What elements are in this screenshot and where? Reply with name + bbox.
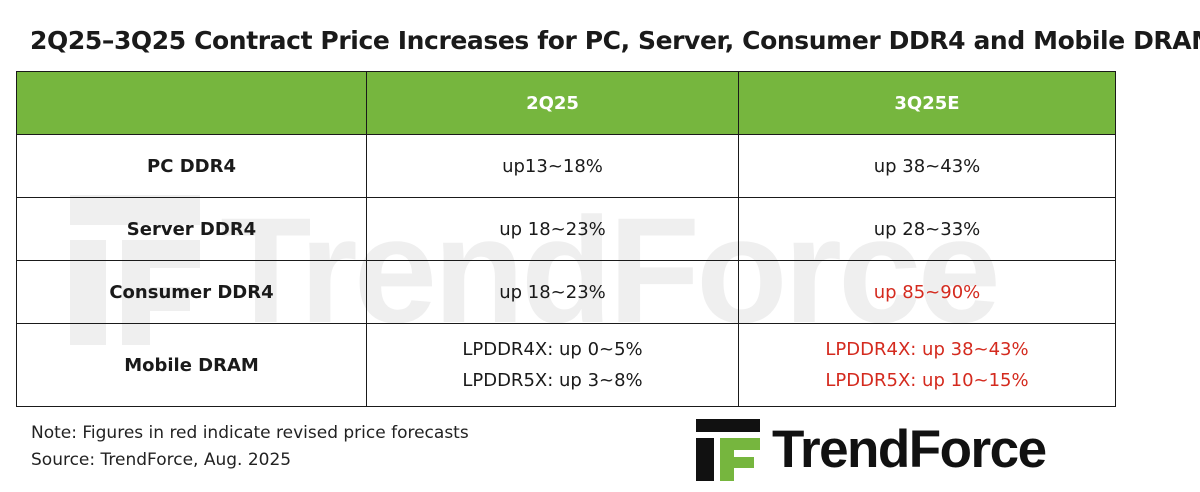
cell-2q25: LPDDR4X: up 0~5% LPDDR5X: up 3~8% [366, 323, 739, 407]
row-label: Mobile DRAM [16, 323, 367, 407]
table-row: Mobile DRAM LPDDR4X: up 0~5% LPDDR5X: up… [16, 323, 1116, 407]
footnotes: Note: Figures in red indicate revised pr… [31, 420, 469, 474]
cell-2q25: up 18~23% [366, 197, 739, 261]
cell-line: LPDDR5X: up 10~15% [825, 370, 1029, 391]
header-2q25: 2Q25 [366, 71, 739, 135]
cell-line: LPDDR5X: up 3~8% [462, 370, 643, 391]
cell-line: LPDDR4X: up 0~5% [462, 339, 643, 360]
cell-line: LPDDR4X: up 38~43% [825, 339, 1029, 360]
cell-2q25: up13~18% [366, 134, 739, 198]
cell-2q25: up 18~23% [366, 260, 739, 324]
trendforce-logo: TrendForce [696, 419, 1126, 485]
header-empty-cell [16, 71, 367, 135]
cell-3q25e-revised: LPDDR4X: up 38~43% LPDDR5X: up 10~15% [738, 323, 1116, 407]
table-row: Consumer DDR4 up 18~23% up 85~90% [16, 260, 1116, 324]
table-row: Server DDR4 up 18~23% up 28~33% [16, 197, 1116, 261]
header-3q25e: 3Q25E [738, 71, 1116, 135]
row-label: Server DDR4 [16, 197, 367, 261]
table-row: PC DDR4 up13~18% up 38~43% [16, 134, 1116, 198]
row-label: Consumer DDR4 [16, 260, 367, 324]
cell-3q25e: up 38~43% [738, 134, 1116, 198]
logo-text: TrendForce [772, 420, 1047, 479]
cell-3q25e-revised: up 85~90% [738, 260, 1116, 324]
note-text: Note: Figures in red indicate revised pr… [31, 423, 469, 443]
price-table: 2Q25 3Q25E PC DDR4 up13~18% up 38~43% Se… [16, 71, 1116, 407]
trendforce-logo-icon [696, 419, 760, 481]
source-text: Source: TrendForce, Aug. 2025 [31, 450, 292, 470]
row-label: PC DDR4 [16, 134, 367, 198]
page-title: 2Q25–3Q25 Contract Price Increases for P… [30, 26, 1200, 55]
cell-3q25e: up 28~33% [738, 197, 1116, 261]
table-header-row: 2Q25 3Q25E [16, 71, 1116, 135]
